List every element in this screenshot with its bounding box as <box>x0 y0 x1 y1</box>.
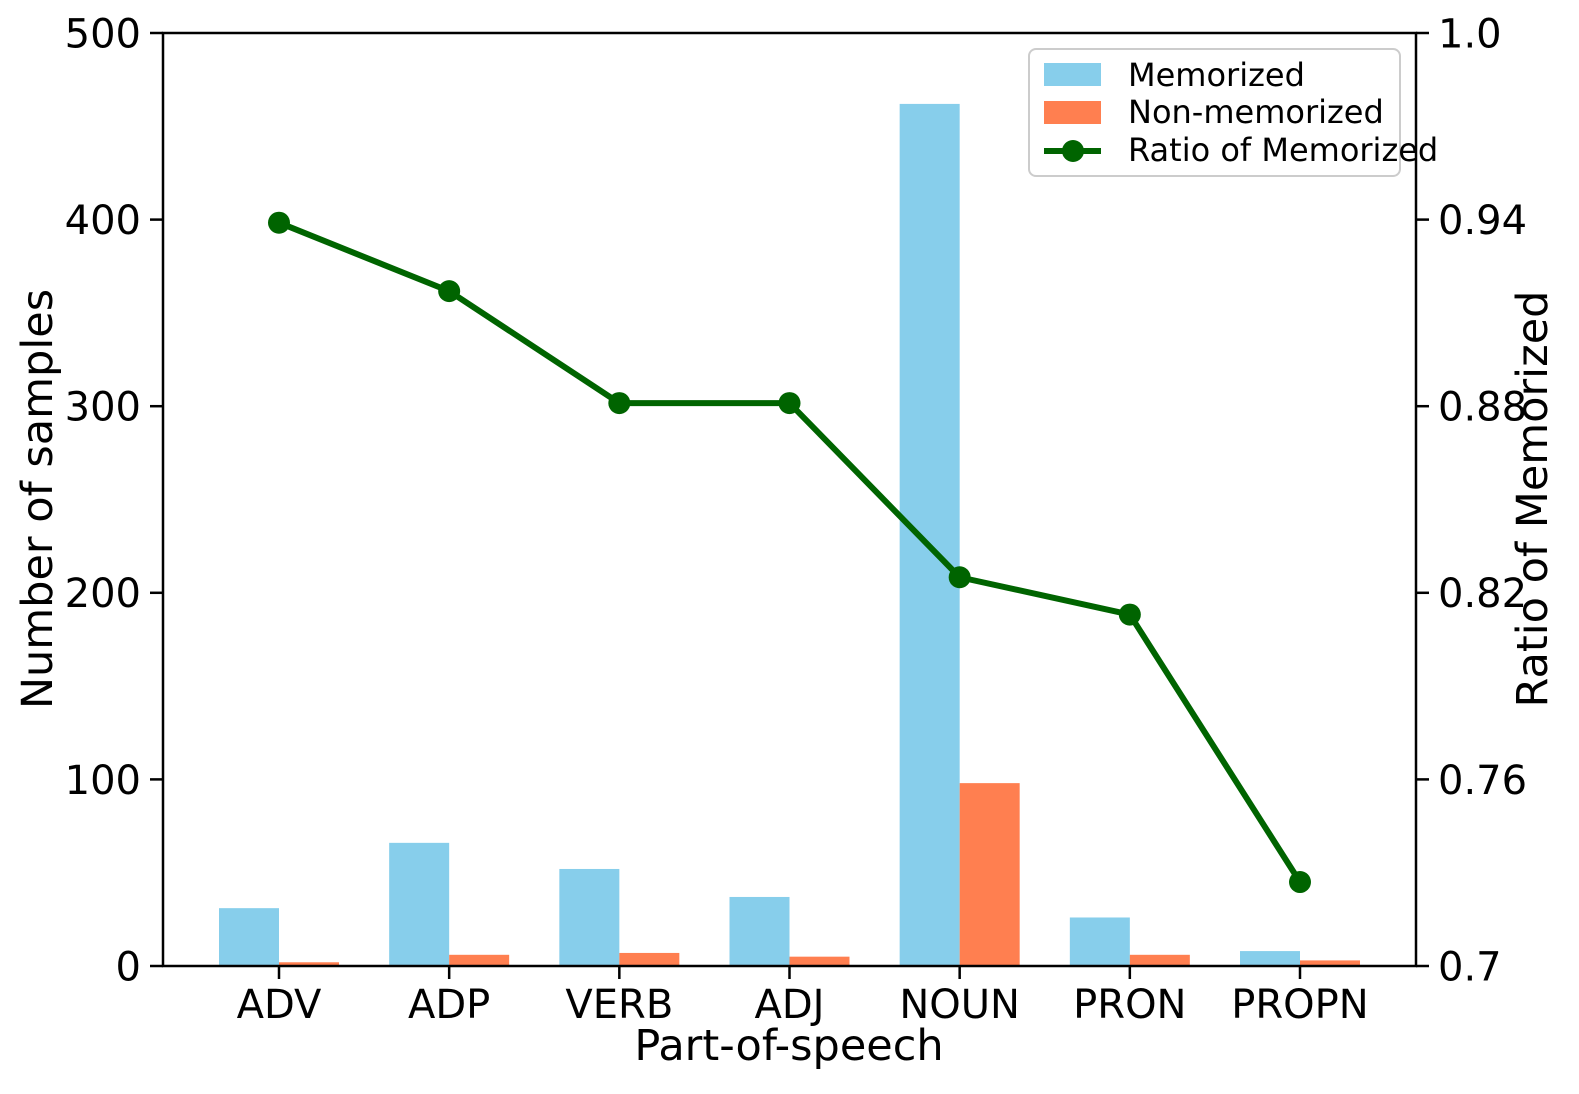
ratio-dot-icon <box>1062 139 1084 162</box>
x-tick-label-noun: NOUN <box>899 982 1020 1028</box>
right-y-axis-label: Ratio of Memorized <box>1508 291 1558 708</box>
left-tick-label: 400 <box>65 198 141 244</box>
left-tick-label: 300 <box>65 385 141 431</box>
x-axis-label: Part-of-speech <box>634 1021 943 1071</box>
left-tick-label: 100 <box>65 758 141 804</box>
memorized-swatch <box>1044 63 1101 87</box>
left-tick-label: 200 <box>65 571 141 617</box>
bar-memorized-adj <box>729 896 790 966</box>
legend-item-ratio: Ratio of Memorized <box>1044 131 1438 169</box>
x-tick-label-pron: PRON <box>1073 982 1186 1028</box>
left-tick-label: 0 <box>116 944 141 990</box>
ratio-line <box>277 219 1303 884</box>
legend-label-ratio: Ratio of Memorized <box>1128 131 1439 170</box>
legend-item-memorized: Memorized <box>1044 55 1399 94</box>
x-tick-label-adp: ADP <box>408 982 490 1028</box>
bar-non-memorized-verb <box>619 952 680 966</box>
bars-layer <box>219 103 1360 966</box>
bar-memorized-verb <box>559 868 620 966</box>
legend-label-memorized: Memorized <box>1128 55 1305 94</box>
right-tick-label: 0.94 <box>1438 198 1527 244</box>
bar-non-memorized-propn <box>1300 960 1360 966</box>
bar-non-memorized-adv <box>279 962 339 966</box>
x-tick-label-adv: ADV <box>237 982 322 1028</box>
ratio-line-layer <box>268 211 1311 894</box>
right-tick-label: 0.7 <box>1438 944 1502 990</box>
non-memorized-swatch <box>1044 100 1101 124</box>
right-tick-label: 1.0 <box>1438 11 1502 57</box>
bar-memorized-pron <box>1069 917 1130 966</box>
bar-non-memorized-pron <box>1129 954 1190 966</box>
right-tick-label: 0.88 <box>1438 385 1527 431</box>
bar-non-memorized-noun <box>959 783 1020 966</box>
ratio-point-pron <box>1118 603 1141 626</box>
ratio-point-adj <box>778 392 801 415</box>
bar-memorized-adp <box>389 842 450 966</box>
left-y-axis-label: Number of samples <box>13 289 63 709</box>
x-tick-label-adj: ADJ <box>755 982 825 1028</box>
right-tick-label: 0.76 <box>1438 758 1527 804</box>
bar-memorized-noun <box>899 103 960 966</box>
legend: Memorized Non-memorized Ratio of Memoriz… <box>1028 48 1438 177</box>
axes-layer: 0 100 200 300 400 500 0.7 0.76 0.82 0.88 0.94 1.0 AD… <box>65 11 1527 1028</box>
left-tick-label: 500 <box>65 11 141 57</box>
ratio-point-verb <box>608 392 631 415</box>
x-tick-label-propn: PROPN <box>1231 982 1368 1028</box>
ratio-line-sample <box>1044 139 1101 162</box>
bar-non-memorized-adj <box>789 956 850 966</box>
right-tick-label: 0.82 <box>1438 571 1527 617</box>
legend-item-non-memorized: Non-memorized <box>1044 93 1399 132</box>
ratio-point-propn <box>1289 871 1311 894</box>
x-tick-label-verb: VERB <box>565 982 673 1028</box>
ratio-point-adv <box>268 211 290 234</box>
ratio-point-adp <box>438 280 461 303</box>
bar-memorized-propn <box>1240 951 1300 966</box>
bar-non-memorized-adp <box>449 954 510 966</box>
legend-label-non-memorized: Non-memorized <box>1128 93 1384 132</box>
ratio-point-noun <box>948 566 971 589</box>
bar-memorized-adv <box>219 908 279 966</box>
